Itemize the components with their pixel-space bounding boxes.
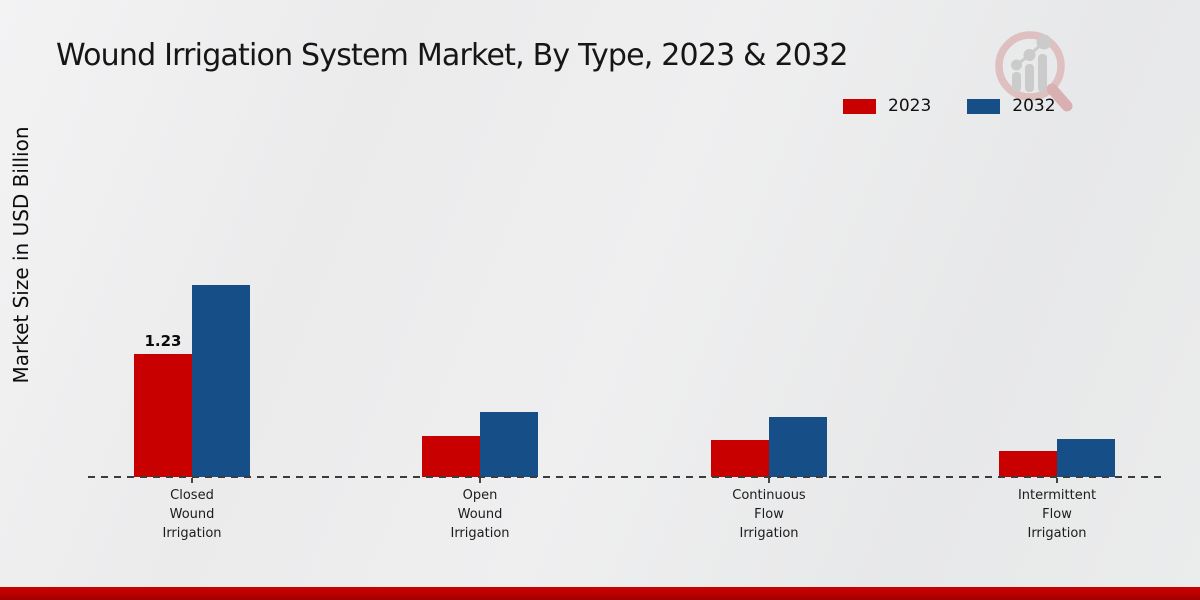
bar-2023-category-3: [711, 440, 769, 477]
x-axis-tick: [1056, 478, 1058, 483]
category-label: Continuous Flow Irrigation: [732, 488, 806, 541]
chart-title: Wound Irrigation System Market, By Type,…: [56, 38, 848, 73]
footer-accent-bar: [0, 587, 1200, 600]
bar-2023-category-1: [134, 354, 192, 477]
legend-label-2032: 2032: [1012, 96, 1056, 116]
category-label: Open Wound Irrigation: [450, 488, 510, 541]
bar-value-label: 1.23: [144, 332, 182, 350]
legend-swatch-2023: [843, 98, 876, 114]
x-axis-baseline: [88, 476, 1163, 478]
bar-2032-category-3: [769, 417, 827, 477]
bar-2032-category-4: [1057, 439, 1115, 477]
x-axis-tick: [768, 478, 770, 483]
legend-item-2023: 2023: [843, 96, 931, 116]
bar-2032-category-1: [192, 285, 250, 477]
category-label: Intermittent Flow Irrigation: [1017, 488, 1097, 541]
x-axis-tick: [191, 478, 193, 483]
legend-swatch-2032: [967, 98, 1001, 114]
legend-item-2032: 2032: [967, 96, 1056, 116]
legend: 2023 2032: [843, 96, 1056, 116]
magnifier-bar-chart-logo-icon: [995, 31, 1073, 112]
bar-2023-category-2: [422, 436, 480, 477]
bar-2023-category-4: [999, 451, 1057, 477]
x-axis-tick: [479, 478, 481, 483]
bar-2032-category-2: [480, 412, 538, 477]
category-label: Closed Wound Irrigation: [162, 488, 222, 541]
legend-label-2023: 2023: [888, 96, 932, 116]
